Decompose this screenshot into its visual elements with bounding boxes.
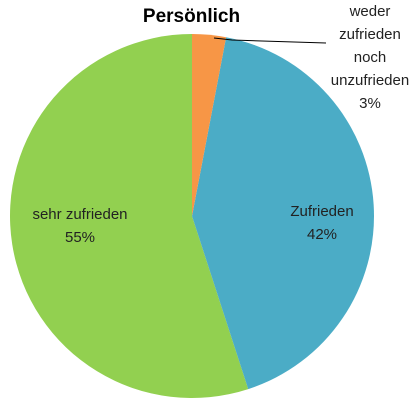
value-label: 42% [306,226,338,243]
value-label: 3% [359,95,381,112]
slice-label: sehr zufrieden 55% [30,203,130,249]
pie-slice [192,34,227,216]
leader-line [213,37,327,44]
pie-slice [192,37,375,390]
value-label: 55% [64,229,96,246]
category-label: weder zufrieden noch unzufrieden [330,3,410,89]
category-label: sehr zufrieden [32,206,128,223]
category-label: Zufrieden [290,203,354,220]
chart-title: Persönlich [142,6,241,27]
slice-label: weder zufrieden noch unzufrieden 3% [327,0,413,115]
slice-label: Zufrieden 42% [262,200,382,246]
pie-slice [10,34,249,398]
